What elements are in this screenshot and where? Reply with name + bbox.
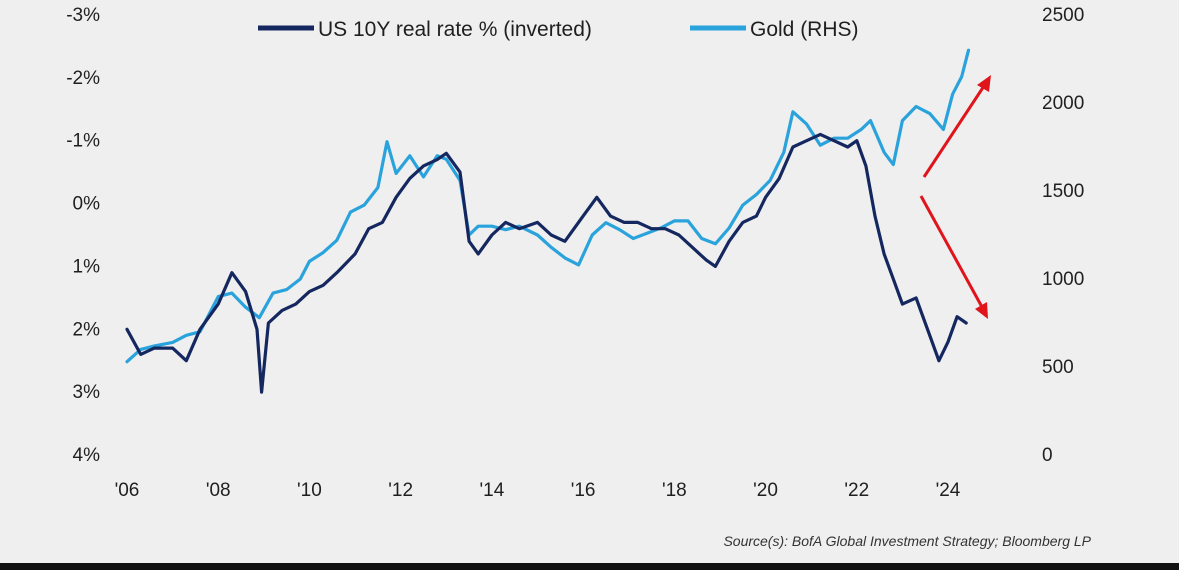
arrow-up-right-head [977, 75, 991, 92]
y-right-tick-label: 500 [1042, 357, 1074, 378]
arrow-down-right-head [975, 302, 988, 319]
x-tick-label: '16 [571, 480, 596, 501]
y-right-axis: 2500 2000 1500 1000 500 0 [1042, 5, 1084, 466]
x-tick-label: '22 [844, 480, 869, 501]
series-layer [125, 48, 971, 394]
y-left-tick-label: 1% [73, 256, 101, 277]
y-left-tick-label: 3% [73, 382, 101, 403]
legend-rate-label: US 10Y real rate % (inverted) [318, 18, 592, 41]
x-tick-label: '06 [115, 480, 140, 501]
x-tick-label: '10 [297, 480, 322, 501]
bottom-border [0, 563, 1179, 570]
y-right-tick-label: 1000 [1042, 269, 1084, 290]
x-tick-label: '14 [480, 480, 505, 501]
y-left-tick-label: -3% [66, 5, 100, 26]
y-left-axis: -3% -2% -1% 0% 1% 2% 3% 4% [66, 5, 100, 466]
y-right-tick-label: 2000 [1042, 93, 1084, 114]
y-left-tick-label: 0% [73, 194, 101, 215]
legend: US 10Y real rate % (inverted) Gold (RHS) [258, 18, 859, 41]
x-tick-label: '12 [388, 480, 413, 501]
y-left-tick-label: 4% [73, 445, 101, 466]
y-left-tick-label: 2% [73, 319, 101, 340]
y-right-tick-label: 2500 [1042, 5, 1084, 26]
x-tick-label: '20 [753, 480, 778, 501]
y-left-tick-label: -1% [66, 131, 100, 152]
series-line-gold [125, 48, 971, 364]
x-tick-label: '24 [936, 480, 961, 501]
x-axis: '06 '08 '10 '12 '14 '16 '18 '20 '22 '24 [115, 480, 961, 501]
series-line-real-rate [125, 132, 968, 394]
arrow-up-right [922, 85, 986, 178]
y-right-tick-label: 1500 [1042, 181, 1084, 202]
annotations [919, 75, 991, 319]
source-note: Source(s): BofA Global Investment Strate… [723, 533, 1091, 549]
legend-gold-label: Gold (RHS) [750, 18, 859, 41]
x-tick-label: '08 [206, 480, 231, 501]
y-left-tick-label: -2% [66, 68, 100, 89]
arrow-down-right [919, 195, 984, 308]
x-tick-label: '18 [662, 480, 687, 501]
y-right-tick-label: 0 [1042, 445, 1053, 466]
